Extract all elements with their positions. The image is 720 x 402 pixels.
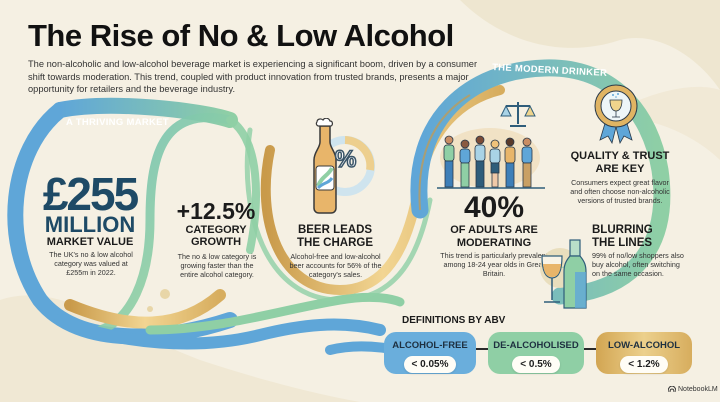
- definition-value: < 0.5%: [512, 356, 560, 373]
- definition-label: LOW-ALCOHOL: [607, 340, 681, 351]
- quality-heading-line2: ARE KEY: [595, 162, 645, 175]
- section-label-market: A THRIVING MARKET: [66, 117, 169, 128]
- bottle-icon: [563, 239, 587, 309]
- definition-value: < 0.05%: [403, 356, 457, 373]
- growth-desc: The no & low category is growing faster …: [177, 252, 257, 279]
- credit-text: NotebookLM: [678, 386, 718, 393]
- people-group-icon: [437, 128, 545, 189]
- beer-desc: Alcohol-free and low-alcohol beer accoun…: [289, 252, 382, 279]
- page-title: The Rise of No & Low Alcohol: [28, 18, 454, 53]
- market-value-unit: MILLION: [44, 212, 136, 237]
- adults-heading-line2: MODERATING: [456, 236, 532, 249]
- adults-heading-line1: OF ADULTS ARE: [450, 224, 538, 236]
- growth-number: +12.5%: [176, 198, 256, 224]
- connector-line: [476, 348, 488, 350]
- beer-heading-line2: THE CHARGE: [296, 237, 374, 249]
- beer-bottle-icon: [313, 118, 375, 214]
- notebooklm-logo-icon: [668, 386, 676, 393]
- scales-icon: [500, 102, 536, 127]
- blurring-heading: BLURRING THE LINES: [592, 224, 653, 249]
- definition-label: ALCOHOL-FREE: [392, 340, 468, 351]
- blurring-desc: 99% of no/low shoppers also buy alcohol,…: [592, 251, 684, 278]
- definition-value: < 1.2%: [620, 356, 668, 373]
- beer-heading: BEER LEADS THE CHARGE: [285, 224, 385, 250]
- blurring-heading-line1: BLURRING: [592, 224, 653, 236]
- quality-heading: QUALITY & TRUST ARE KEY: [560, 150, 680, 175]
- definition-alcohol-free: ALCOHOL-FREE < 0.05%: [384, 332, 476, 374]
- definition-label: DE-ALCOHOLISED: [493, 340, 579, 351]
- growth-heading-line1: CATEGORY: [185, 224, 247, 236]
- award-badge-icon: [594, 84, 638, 144]
- growth-heading: CATEGORY GROWTH: [168, 224, 264, 248]
- definition-de-alcoholised: DE-ALCOHOLISED < 0.5%: [488, 332, 584, 374]
- growth-heading-line2: GROWTH: [190, 236, 242, 248]
- market-value-number: £255: [42, 168, 139, 220]
- footer-credit: NotebookLM: [668, 386, 718, 393]
- adults-number: 40%: [463, 191, 525, 224]
- market-value-desc: The UK's no & low alcohol category was v…: [49, 250, 133, 277]
- adults-desc: This trend is particularly prevalent amo…: [440, 251, 548, 278]
- quality-heading-line1: QUALITY & TRUST: [570, 150, 670, 162]
- adults-heading: OF ADULTS ARE MODERATING: [430, 224, 558, 249]
- quality-desc: Consumers expect great flavor and often …: [570, 178, 670, 205]
- beer-heading-line1: BEER LEADS: [297, 224, 373, 236]
- definition-low-alcohol: LOW-ALCOHOL < 1.2%: [596, 332, 692, 374]
- connector-line: [584, 348, 596, 350]
- intro-paragraph: The non-alcoholic and low-alcohol bevera…: [28, 59, 478, 94]
- percent-icon: %: [334, 145, 357, 174]
- blurring-heading-line2: THE LINES: [592, 236, 653, 249]
- market-value-heading: MARKET VALUE: [46, 236, 134, 248]
- definitions-title: DEFINITIONS BY ABV: [402, 315, 506, 326]
